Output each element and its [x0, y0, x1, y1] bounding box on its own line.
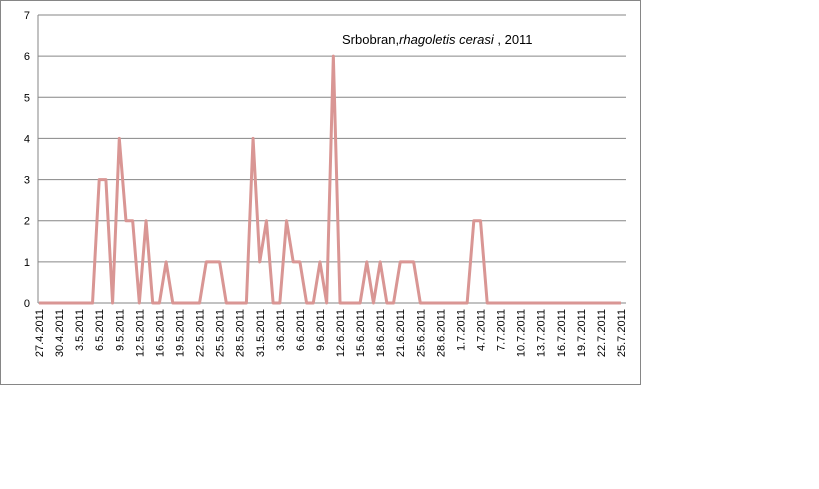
x-tick-label: 1.7.2011 — [455, 309, 467, 351]
title-species: rhagoletis cerasi — [399, 32, 495, 47]
x-tick-label: 3.5.2011 — [74, 309, 86, 351]
y-tick-label: 5 — [24, 92, 30, 104]
x-tick-label: 31.5.2011 — [255, 309, 267, 357]
y-tick-label: 1 — [24, 257, 30, 269]
x-tick-label: 25.6.2011 — [415, 309, 427, 357]
x-tick-label: 28.6.2011 — [435, 309, 447, 357]
x-tick-label: 7.7.2011 — [496, 309, 508, 351]
x-tick-label: 9.5.2011 — [114, 309, 126, 351]
x-tick-label: 19.5.2011 — [174, 309, 186, 357]
chart-title: Srbobran,rhagoletis cerasi , 2011 — [342, 32, 533, 47]
x-tick-label: 9.6.2011 — [315, 309, 327, 351]
x-tick-label: 10.7.2011 — [516, 309, 528, 357]
data-line — [39, 54, 621, 305]
x-tick-label: 21.6.2011 — [395, 309, 407, 357]
x-tick-label: 15.6.2011 — [355, 309, 367, 357]
x-tick-label: 16.5.2011 — [154, 309, 166, 357]
y-tick-label: 0 — [24, 298, 30, 310]
y-tick-label: 4 — [24, 133, 30, 145]
x-tick-label: 16.7.2011 — [556, 309, 568, 357]
x-tick-label: 3.6.2011 — [275, 309, 287, 351]
title-year: , 2011 — [494, 32, 533, 47]
x-tick-label: 13.7.2011 — [536, 309, 548, 357]
x-tick-label: 12.5.2011 — [134, 309, 146, 357]
x-tick-label: 22.5.2011 — [195, 309, 207, 357]
x-tick-label: 18.6.2011 — [375, 309, 387, 357]
x-tick-label: 6.6.2011 — [295, 309, 307, 351]
x-tick-label: 4.7.2011 — [476, 309, 488, 351]
y-tick-label: 7 — [24, 10, 30, 22]
x-tick-label: 6.5.2011 — [94, 309, 106, 351]
x-tick-label: 27.4.2011 — [34, 309, 46, 357]
x-tick-label: 22.7.2011 — [596, 309, 608, 357]
y-tick-label: 3 — [24, 175, 30, 187]
x-tick-label: 25.5.2011 — [215, 309, 227, 357]
x-tick-label: 12.6.2011 — [335, 309, 347, 357]
title-place: Srbobran, — [342, 32, 399, 47]
x-tick-label: 28.5.2011 — [235, 309, 247, 357]
y-tick-label: 6 — [24, 51, 30, 63]
x-tick-label: 30.4.2011 — [54, 309, 66, 357]
x-tick-label: 25.7.2011 — [616, 309, 628, 357]
x-tick-label: 19.7.2011 — [576, 309, 588, 357]
y-tick-label: 2 — [24, 216, 30, 228]
